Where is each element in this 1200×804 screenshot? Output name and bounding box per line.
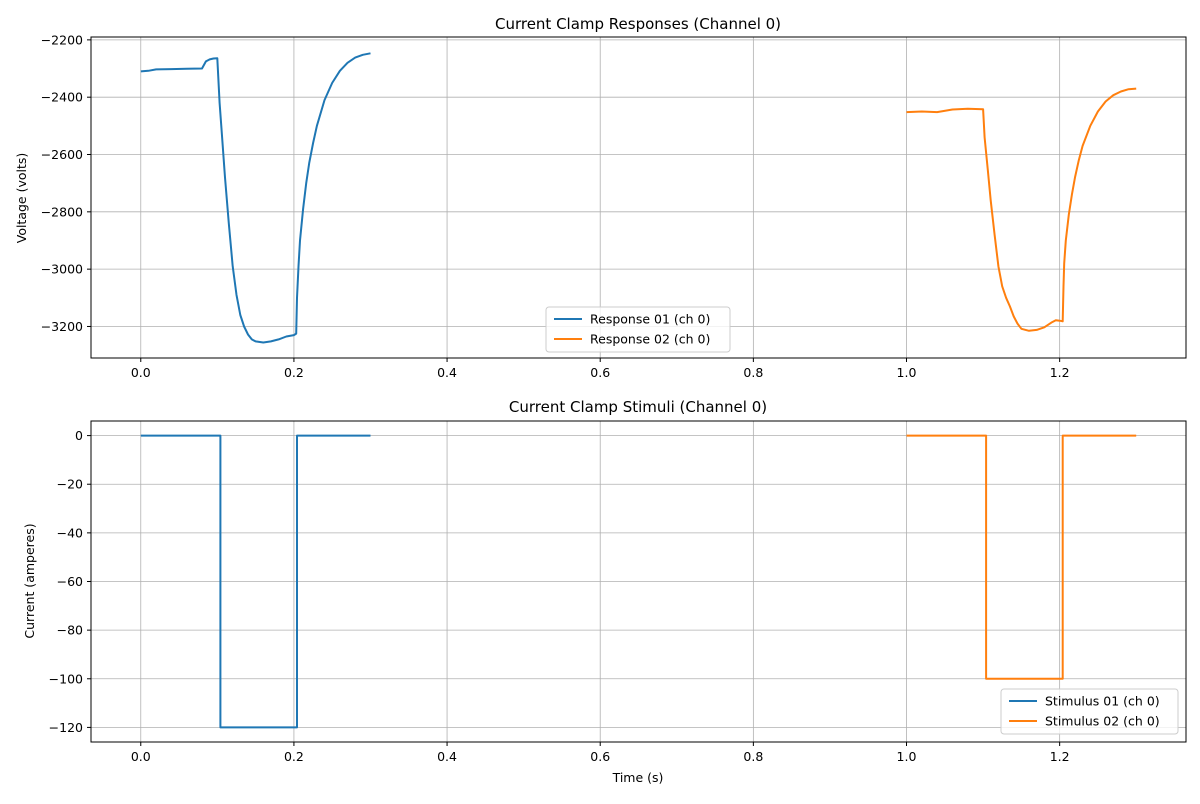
legend-label: Response 02 (ch 0): [590, 332, 710, 347]
stimuli-plot-frame: [90, 420, 1187, 743]
x-tick-label: 0.2: [284, 365, 304, 380]
y-tick-label: −80: [57, 623, 83, 638]
legend-box: [545, 306, 731, 353]
x-tick-label: 1.2: [1050, 365, 1070, 380]
responses-y-axis-label: Voltage (volts): [14, 153, 29, 244]
x-tick-label: 0.2: [284, 749, 304, 764]
y-tick-label: −2400: [41, 90, 83, 105]
x-tick-label: 0.6: [590, 365, 610, 380]
x-tick-label: 0.0: [131, 365, 151, 380]
x-tick-label: 0.8: [743, 365, 763, 380]
x-tick-label: 1.2: [1050, 749, 1070, 764]
y-tick-label: −3000: [41, 262, 83, 277]
legend-box: [1000, 688, 1179, 735]
y-tick-label: −40: [57, 525, 83, 540]
y-tick-label: −120: [49, 720, 83, 735]
responses-series: [140, 52, 1137, 344]
stimuli-title: Current Clamp Stimuli (Channel 0): [509, 398, 767, 416]
x-tick-label: 0.4: [437, 749, 457, 764]
responses-legend: Response 01 (ch 0) Response 02 (ch 0): [545, 306, 731, 353]
series-line-2: [906, 87, 1137, 332]
y-tick-label: −2600: [41, 147, 83, 162]
responses-title: Current Clamp Responses (Channel 0): [495, 15, 781, 33]
responses-panel: Current Clamp Responses (Channel 0) 0.0 0…: [14, 15, 1187, 380]
series-line-1: [140, 52, 371, 344]
y-tick-label: 0: [75, 428, 83, 443]
x-tick-label: 0.6: [590, 749, 610, 764]
x-tick-label: 0.4: [437, 365, 457, 380]
y-tick-label: −100: [49, 671, 83, 686]
y-tick-label: −3200: [41, 319, 83, 334]
y-tick-label: −60: [57, 574, 83, 589]
series-line-2: [906, 434, 1137, 680]
legend-label: Stimulus 01 (ch 0): [1045, 694, 1160, 709]
stimuli-ticks: 0.0 0.2 0.4 0.6 0.8 1.0 1.2 −120 −100 −80 −60 −40 −2…: [49, 428, 1070, 764]
y-tick-label: −2800: [41, 204, 83, 219]
legend-label: Stimulus 02 (ch 0): [1045, 714, 1160, 729]
stimuli-panel: Current Clamp Stimuli (Channel 0) 0.0 0.2…: [22, 398, 1187, 785]
x-tick-label: 0.0: [131, 749, 151, 764]
stimuli-y-axis-label: Current (amperes): [22, 523, 37, 638]
series-line-1: [140, 434, 371, 729]
legend-label: Response 01 (ch 0): [590, 312, 710, 327]
stimuli-legend: Stimulus 01 (ch 0) Stimulus 02 (ch 0): [1000, 688, 1179, 735]
responses-grid: [91, 37, 1186, 358]
y-tick-label: −20: [57, 477, 83, 492]
x-tick-label: 0.8: [743, 749, 763, 764]
x-tick-label: 1.0: [897, 749, 917, 764]
stimuli-series: [140, 434, 1137, 729]
stimuli-x-axis-label: Time (s): [612, 770, 664, 785]
responses-plot-frame: [90, 36, 1187, 359]
responses-ticks: 0.0 0.2 0.4 0.6 0.8 1.0 1.2 −3200 −3000 −2800 −260…: [41, 32, 1070, 380]
x-tick-label: 1.0: [897, 365, 917, 380]
y-tick-label: −2200: [41, 32, 83, 47]
